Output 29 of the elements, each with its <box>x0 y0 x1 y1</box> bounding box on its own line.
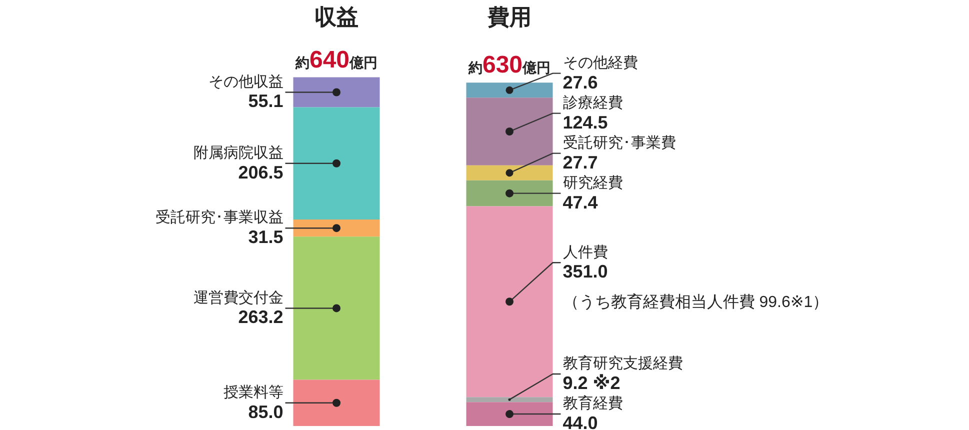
data-label: 47.4 <box>562 192 598 212</box>
data-label: 27.7 <box>562 152 598 172</box>
annotation: （うち教育経費相当人件費 99.6※1） <box>562 293 829 312</box>
data-label: 44.0 <box>562 413 598 430</box>
series-label: 受託研究･事業費 <box>562 134 676 152</box>
data-label: 9.2 ※2 <box>562 373 620 394</box>
series-label: その他収益 <box>208 73 284 90</box>
series-label: 教育経費 <box>562 395 623 412</box>
data-label: 206.5 <box>238 162 284 182</box>
data-label: 263.2 <box>238 307 284 328</box>
x-tick-label: 費用 <box>486 4 532 30</box>
data-label: 55.1 <box>248 91 284 112</box>
data-label: 351.0 <box>562 262 608 282</box>
series-label: 授業料等 <box>223 384 284 402</box>
x-tick-label: 収益 <box>314 4 358 30</box>
total-label: 約630億円 <box>467 52 551 79</box>
series-label: 診療経費 <box>562 94 623 112</box>
data-label: 124.5 <box>562 112 608 132</box>
series-label: 教育研究支援経費 <box>562 355 683 372</box>
data-label: 27.6 <box>562 72 598 92</box>
series-label: 研究経費 <box>562 174 623 192</box>
series-label: 附属病院収益 <box>193 144 284 162</box>
series-label: 人件費 <box>562 244 608 261</box>
data-label: 31.5 <box>248 227 284 248</box>
series-label: 運営費交付金 <box>193 289 284 306</box>
series-label: その他経費 <box>562 54 638 72</box>
total-label: 約640億円 <box>294 46 378 74</box>
data-label: 85.0 <box>248 402 284 422</box>
series-label: 受託研究･事業収益 <box>155 209 284 226</box>
